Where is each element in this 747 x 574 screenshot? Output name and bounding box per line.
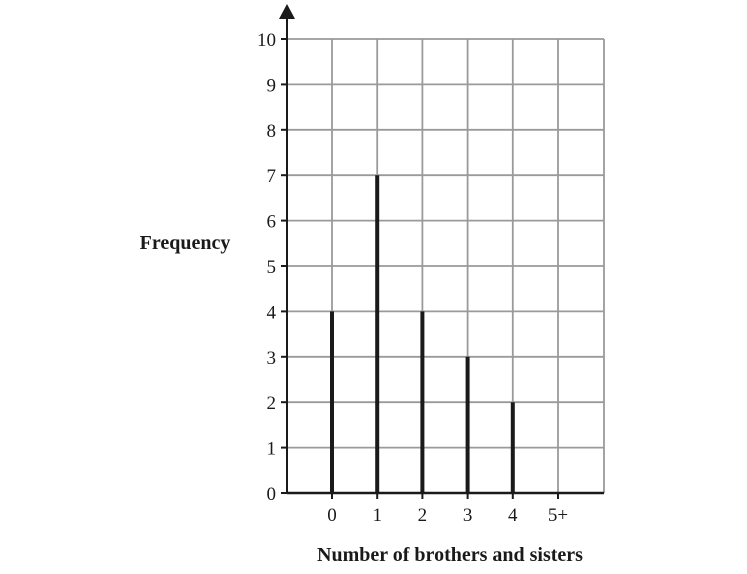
y-axis-ticks: 0 1 2 3 4 5 6 7 8 9 10 [257, 30, 287, 505]
x-axis-title: Number of brothers and sisters [317, 544, 583, 566]
y-tick-label: 5 [267, 257, 277, 278]
x-axis-ticks: 0 1 2 3 4 5+ [327, 493, 568, 526]
y-axis-arrow-icon [279, 4, 295, 19]
y-tick-label: 4 [267, 302, 277, 323]
y-tick-label: 2 [267, 393, 277, 414]
grid [287, 38, 605, 493]
y-tick-label: 9 [267, 75, 277, 96]
y-tick-label: 7 [267, 166, 277, 187]
x-tick-label: 1 [372, 505, 382, 526]
x-tick-label: 4 [508, 505, 518, 526]
y-tick-label: 0 [267, 484, 277, 505]
bars [330, 175, 515, 493]
axes [279, 4, 604, 495]
x-tick-label: 0 [327, 505, 337, 526]
x-tick-label: 3 [463, 505, 473, 526]
y-tick-label: 10 [257, 30, 276, 51]
x-tick-label: 5+ [548, 505, 568, 526]
y-tick-label: 8 [267, 121, 277, 142]
y-tick-label: 3 [267, 348, 277, 369]
y-tick-label: 6 [267, 212, 277, 233]
y-axis-title: Frequency [140, 232, 231, 254]
y-tick-label: 1 [267, 439, 277, 460]
x-tick-label: 2 [418, 505, 428, 526]
